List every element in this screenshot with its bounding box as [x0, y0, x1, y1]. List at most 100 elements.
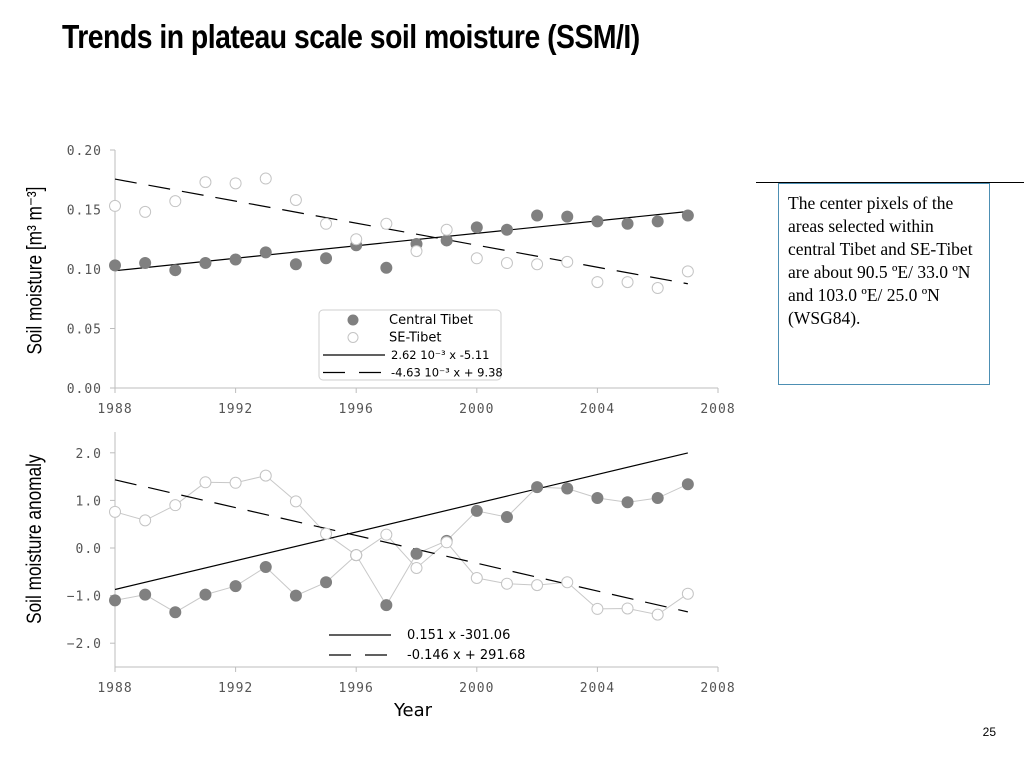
- data-point-0: [289, 589, 302, 602]
- data-point-1: [350, 549, 363, 562]
- data-point-1: [259, 172, 272, 185]
- data-point-1: [470, 571, 483, 584]
- data-point-1: [651, 282, 664, 295]
- x-tick-label: 2008: [700, 402, 735, 417]
- data-point-1: [229, 177, 242, 190]
- data-point-1: [440, 536, 453, 549]
- x-tick-label: 2000: [459, 681, 494, 696]
- x-tick-label: 1996: [339, 402, 374, 417]
- data-point-0: [199, 257, 212, 270]
- data-point-0: [380, 261, 393, 274]
- data-point-1: [440, 223, 453, 236]
- data-point-1: [621, 602, 634, 615]
- chart-top: 1988 1992 1996 2000 2004 2008 0.00 0.05 0.10 0.15…: [67, 144, 735, 417]
- x-tick-label: 1988: [97, 681, 132, 696]
- data-point-1: [561, 576, 574, 589]
- data-point-1: [591, 602, 604, 615]
- x-tick-label: 2000: [459, 402, 494, 417]
- data-point-0: [651, 215, 664, 228]
- data-point-0: [440, 234, 453, 247]
- legend-label-0: Central Tibet: [389, 313, 473, 328]
- data-point-0: [681, 209, 694, 222]
- data-point-1: [139, 205, 152, 218]
- data-point-0: [169, 264, 182, 277]
- data-point-0: [259, 246, 272, 259]
- data-point-0: [621, 496, 634, 509]
- data-point-1: [380, 528, 393, 541]
- data-point-1: [380, 217, 393, 230]
- data-point-0: [561, 210, 574, 223]
- data-point-1: [199, 476, 212, 489]
- data-point-1: [169, 499, 182, 512]
- data-point-1: [681, 265, 694, 278]
- data-point-0: [470, 221, 483, 234]
- legend-marker-0: [347, 314, 359, 326]
- data-point-0: [199, 588, 212, 601]
- data-point-0: [470, 504, 483, 517]
- y-tick-label: 1.0: [76, 494, 102, 509]
- data-point-0: [229, 580, 242, 593]
- data-point-1: [621, 276, 634, 289]
- y-tick-label: 0.20: [67, 144, 102, 159]
- trend-line-1: [114, 178, 688, 285]
- data-point-0: [139, 257, 152, 270]
- data-point-0: [229, 253, 242, 266]
- page-number: 25: [982, 725, 996, 739]
- data-point-1: [410, 561, 423, 574]
- data-point-0: [289, 258, 302, 271]
- data-point-1: [500, 257, 513, 270]
- data-point-1: [109, 505, 121, 518]
- note-box: The center pixels of the areas selected …: [778, 183, 990, 385]
- legend-marker-1: [347, 332, 359, 343]
- data-point-1: [289, 193, 302, 206]
- legend-label-1: SE-Tibet: [389, 331, 441, 346]
- legend-trend-label-0: 2.62 10⁻³ x -5.11: [391, 348, 489, 362]
- trend-line-1: [114, 479, 688, 613]
- data-point-0: [561, 482, 574, 495]
- data-point-1: [681, 587, 694, 600]
- x-tick-label: 2004: [580, 681, 615, 696]
- y-tick-label: 0.05: [67, 323, 102, 338]
- data-point-0: [259, 561, 272, 574]
- data-point-0: [531, 209, 544, 222]
- x-tick-label: 2008: [700, 681, 735, 696]
- data-point-0: [410, 547, 423, 560]
- slide-title: Trends in plateau scale soil moisture (S…: [62, 18, 640, 55]
- separator-line: [756, 182, 1024, 183]
- data-point-1: [470, 252, 483, 265]
- y-tick-label: 0.0: [76, 542, 102, 557]
- y-tick-label: 0.10: [67, 263, 102, 278]
- x-tick-label: 1992: [218, 681, 253, 696]
- legend-trend-label-1: -4.63 10⁻³ x + 9.38: [391, 366, 503, 380]
- data-point-1: [320, 217, 333, 230]
- legend-box: [318, 309, 502, 381]
- data-point-1: [289, 495, 302, 508]
- data-point-1: [229, 476, 242, 489]
- data-point-0: [531, 481, 544, 494]
- data-point-1: [259, 469, 272, 482]
- y-tick-label: −2.0: [67, 637, 102, 652]
- x-tick-label: 1992: [218, 402, 253, 417]
- data-point-1: [531, 579, 544, 592]
- data-point-0: [500, 511, 513, 524]
- data-point-0: [320, 576, 333, 589]
- data-point-1: [350, 233, 363, 246]
- data-point-0: [500, 223, 513, 236]
- y-tick-label: −1.0: [67, 590, 102, 605]
- data-point-1: [531, 258, 544, 271]
- data-point-1: [320, 527, 333, 540]
- trend-line-0: [114, 452, 688, 591]
- data-point-0: [621, 217, 634, 230]
- y-tick-label: 2.0: [76, 447, 102, 462]
- data-point-0: [139, 588, 152, 601]
- x-tick-label: 1988: [97, 402, 132, 417]
- y-tick-label: 0.00: [67, 382, 102, 397]
- data-point-1: [500, 577, 513, 590]
- chart-bottom: 1988 1992 1996 2000 2004 2008 2.0 1.0 0.0 −1.0 −2.…: [67, 432, 735, 721]
- x-axis-title: Year: [393, 700, 433, 721]
- data-point-1: [109, 199, 121, 212]
- x-tick-label: 2004: [580, 402, 615, 417]
- data-point-0: [380, 599, 393, 612]
- y-tick-label: 0.15: [67, 204, 102, 219]
- data-point-0: [109, 594, 121, 607]
